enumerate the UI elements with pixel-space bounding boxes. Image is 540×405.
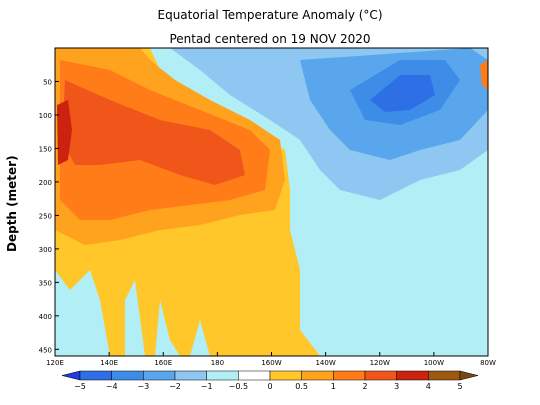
colorbar-label: 2 — [362, 382, 367, 391]
x-tick-label: 160E — [154, 359, 172, 367]
colorbar-label: −2 — [169, 382, 181, 391]
colorbar-cell — [459, 370, 479, 381]
colorbar-cell — [111, 370, 144, 381]
x-tick-labels: 120E 140E 160E 180 160W 140W 120W 100W 80W — [46, 352, 496, 367]
x-tick-label: 140E — [100, 359, 118, 367]
y-tick-label: 200 — [39, 179, 52, 187]
colorbar-cell — [143, 370, 176, 381]
colorbar-cell — [364, 370, 397, 381]
y-tick-label: 350 — [39, 279, 52, 287]
y-tick-label: 400 — [39, 313, 52, 321]
colorbar-cell — [238, 370, 271, 381]
x-tick-label: 180 — [211, 359, 224, 367]
colorbar-label: −3 — [137, 382, 149, 391]
y-tick-label: 450 — [39, 346, 52, 354]
colorbar-label: −4 — [106, 382, 118, 391]
colorbar-cell — [61, 370, 81, 381]
y-tick-label: 100 — [39, 112, 52, 120]
x-tick-label: 80W — [480, 359, 496, 367]
colorbar-label: 0 — [267, 382, 272, 391]
colorbar-cell — [396, 370, 429, 381]
colorbar-label: 0.5 — [295, 382, 308, 391]
colorbar-cell — [174, 370, 207, 381]
colorbar-label: 3 — [394, 382, 399, 391]
x-tick-label: 120E — [46, 359, 64, 367]
y-tick-label: 50 — [43, 78, 52, 86]
y-tick-label: 150 — [39, 145, 52, 153]
y-tick-label: 300 — [39, 246, 52, 254]
colorbar: −5 −4 −3 −2 −1 −0.5 0 0.5 1 2 3 4 5 — [61, 370, 479, 391]
colorbar-label: −1 — [201, 382, 213, 391]
colorbar-cell — [428, 370, 461, 381]
colorbar-label: 4 — [426, 382, 431, 391]
colorbar-label: 5 — [457, 382, 462, 391]
x-tick-label: 160W — [261, 359, 281, 367]
colorbar-label: −5 — [74, 382, 86, 391]
colorbar-label: −0.5 — [229, 382, 248, 391]
y-tick-labels: 50 100 150 200 250 300 350 400 450 — [39, 78, 59, 354]
x-tick-label: 140W — [315, 359, 335, 367]
colorbar-cell — [333, 370, 366, 381]
colorbar-cell — [206, 370, 239, 381]
chart-title: Equatorial Temperature Anomaly (°C) — [157, 8, 383, 22]
anomaly-field — [55, 48, 488, 356]
colorbar-cell — [301, 370, 334, 381]
colorbar-cell — [79, 370, 112, 381]
colorbar-cell — [269, 370, 302, 381]
y-tick-label: 250 — [39, 212, 52, 220]
x-tick-label: 120W — [370, 359, 390, 367]
chart-subtitle: Pentad centered on 19 NOV 2020 — [169, 32, 371, 46]
colorbar-label: 1 — [331, 382, 336, 391]
x-tick-label: 100W — [424, 359, 444, 367]
